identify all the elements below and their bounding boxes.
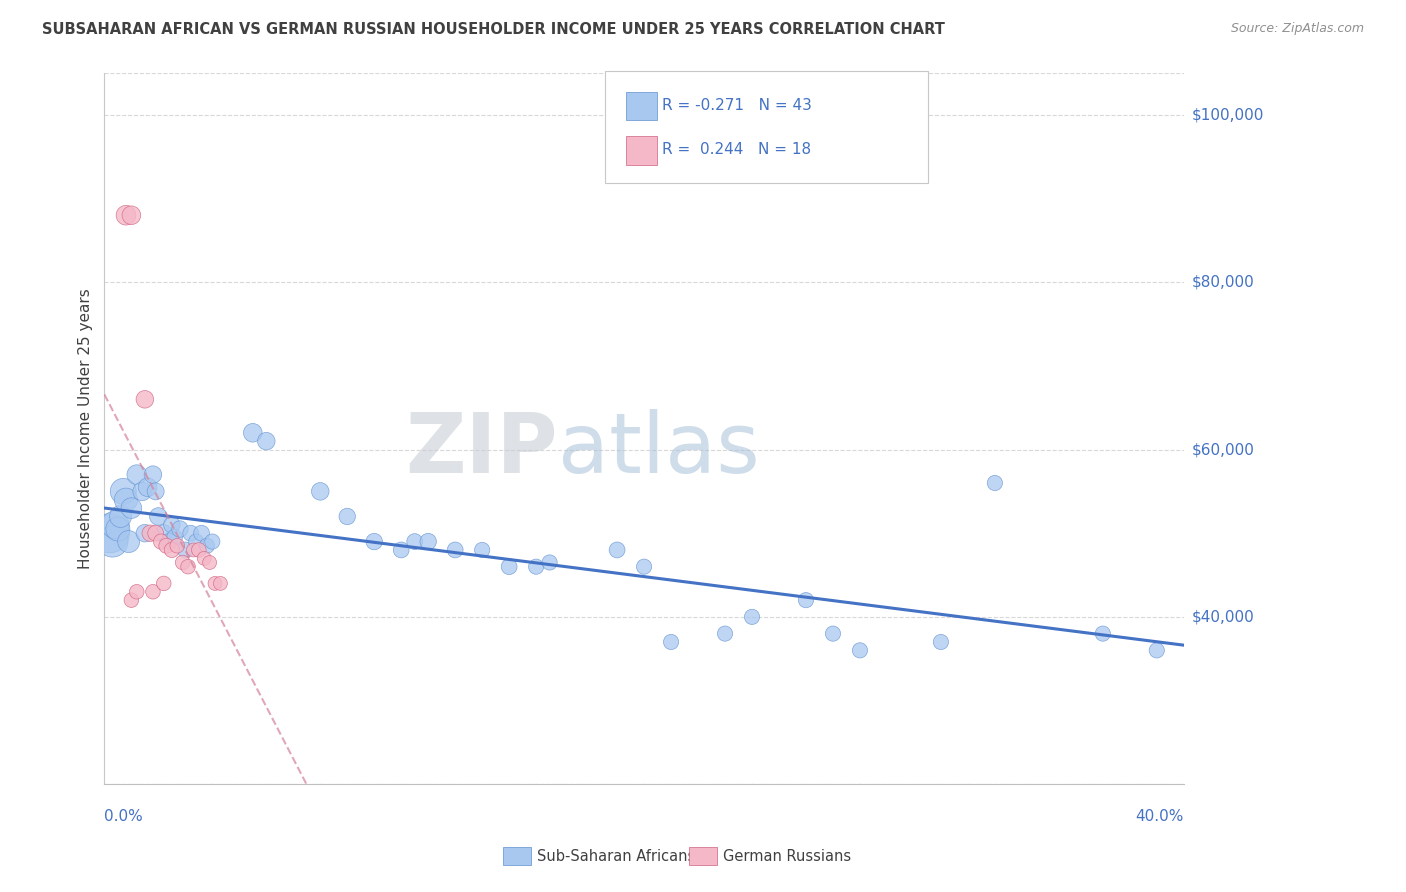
Text: R = -0.271   N = 43: R = -0.271 N = 43 bbox=[662, 98, 813, 112]
Point bbox=[120, 593, 142, 607]
Point bbox=[136, 480, 159, 494]
Text: $80,000: $80,000 bbox=[1192, 275, 1254, 290]
Point bbox=[389, 543, 412, 558]
Point bbox=[183, 543, 205, 558]
Point bbox=[794, 593, 817, 607]
Point bbox=[198, 556, 221, 570]
Point bbox=[145, 484, 167, 499]
Point bbox=[659, 635, 682, 649]
Point bbox=[193, 551, 215, 566]
Point bbox=[115, 208, 138, 222]
Point bbox=[160, 543, 183, 558]
Text: 40.0%: 40.0% bbox=[1136, 809, 1184, 824]
Point bbox=[131, 484, 153, 499]
Point bbox=[150, 534, 173, 549]
Point bbox=[155, 539, 177, 553]
Point bbox=[184, 534, 207, 549]
Point bbox=[125, 584, 148, 599]
Point bbox=[1091, 626, 1114, 640]
Point bbox=[209, 576, 232, 591]
Text: 0.0%: 0.0% bbox=[104, 809, 143, 824]
Point bbox=[115, 492, 138, 507]
Y-axis label: Householder Income Under 25 years: Householder Income Under 25 years bbox=[79, 288, 93, 569]
Point bbox=[142, 467, 165, 482]
Point bbox=[163, 530, 186, 544]
Point bbox=[157, 534, 180, 549]
Text: atlas: atlas bbox=[558, 409, 759, 491]
Point bbox=[471, 543, 494, 558]
Point bbox=[418, 534, 440, 549]
Text: $40,000: $40,000 bbox=[1192, 609, 1254, 624]
Point bbox=[444, 543, 467, 558]
Point bbox=[104, 517, 127, 532]
Text: $60,000: $60,000 bbox=[1192, 442, 1256, 457]
Point bbox=[148, 509, 170, 524]
Point bbox=[242, 425, 264, 440]
Point bbox=[1146, 643, 1168, 657]
Point bbox=[929, 635, 952, 649]
Point bbox=[145, 526, 167, 541]
Point bbox=[110, 509, 132, 524]
Point bbox=[174, 543, 197, 558]
Point bbox=[152, 526, 174, 541]
Point bbox=[524, 559, 547, 574]
Point bbox=[363, 534, 385, 549]
Text: German Russians: German Russians bbox=[723, 849, 851, 863]
Point bbox=[404, 534, 426, 549]
Point bbox=[633, 559, 655, 574]
Point bbox=[849, 643, 872, 657]
Point bbox=[134, 392, 156, 407]
Text: $100,000: $100,000 bbox=[1192, 107, 1264, 122]
Point bbox=[118, 534, 141, 549]
Point bbox=[160, 517, 183, 532]
Point bbox=[120, 501, 142, 516]
Text: Sub-Saharan Africans: Sub-Saharan Africans bbox=[537, 849, 696, 863]
Point bbox=[195, 539, 218, 553]
Point bbox=[180, 526, 202, 541]
Point bbox=[606, 543, 628, 558]
Point bbox=[741, 610, 763, 624]
Point bbox=[714, 626, 737, 640]
Point bbox=[166, 539, 188, 553]
Text: SUBSAHARAN AFRICAN VS GERMAN RUSSIAN HOUSEHOLDER INCOME UNDER 25 YEARS CORRELATI: SUBSAHARAN AFRICAN VS GERMAN RUSSIAN HOU… bbox=[42, 22, 945, 37]
Point bbox=[125, 467, 148, 482]
Text: R =  0.244   N = 18: R = 0.244 N = 18 bbox=[662, 143, 811, 157]
Point bbox=[821, 626, 844, 640]
Point bbox=[984, 475, 1007, 490]
Point bbox=[177, 559, 200, 574]
Point bbox=[98, 526, 121, 541]
Point bbox=[190, 526, 212, 541]
Text: ZIP: ZIP bbox=[405, 409, 558, 491]
Point bbox=[498, 559, 520, 574]
Point bbox=[309, 484, 332, 499]
Point bbox=[254, 434, 277, 449]
Point bbox=[142, 584, 165, 599]
Point bbox=[201, 534, 224, 549]
Point bbox=[336, 509, 359, 524]
Point bbox=[139, 526, 162, 541]
Point bbox=[204, 576, 226, 591]
Point bbox=[152, 576, 174, 591]
Point bbox=[187, 543, 209, 558]
Point bbox=[107, 522, 129, 536]
Point bbox=[172, 556, 194, 570]
Point bbox=[169, 522, 191, 536]
Point bbox=[120, 208, 142, 222]
Text: Source: ZipAtlas.com: Source: ZipAtlas.com bbox=[1230, 22, 1364, 36]
Point bbox=[112, 484, 135, 499]
Point bbox=[538, 556, 561, 570]
Point bbox=[134, 526, 156, 541]
Point bbox=[101, 534, 124, 549]
